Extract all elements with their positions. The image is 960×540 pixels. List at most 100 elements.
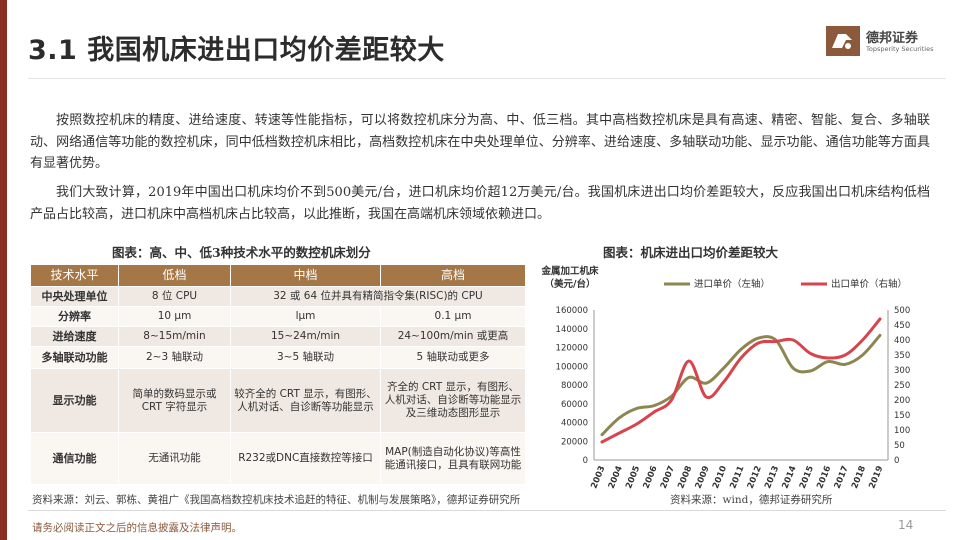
machine-tool-spec-table: 技术水平 低档 中档 高档 中央处理单位 8 位 CPU 32 或 64 位并具… [30, 264, 526, 485]
price-gap-line-chart: 金属加工机床（美元/台） 0 20000 40000 60000 80000 100000 1… [540, 265, 910, 490]
paragraph-1: 按照数控机床的精度、进给速度、转速等性能指标，可以将数控机床分为高、中、低三档。… [30, 113, 930, 171]
chart-source: 资料来源：wind，德邦证券研究所 [670, 494, 833, 506]
data-point [862, 354, 864, 356]
y2-tick-label: 200 [894, 396, 910, 406]
data-point [740, 348, 742, 350]
x-tick-label: 2019 [867, 464, 885, 490]
x-tick-label: 2006 [642, 464, 660, 490]
data-point [653, 411, 655, 413]
y-tick-label: 60000 [561, 400, 588, 410]
logo-name: 德邦证券 [866, 31, 919, 46]
table-header-cell: 中档 [230, 264, 381, 287]
y2-tick-label: 50 [894, 441, 905, 451]
table-cell: 简单的数码显示或 CRT 字符显示 [118, 368, 231, 433]
table-row: 中央处理单位 8 位 CPU 32 或 64 位并具有精简指令集(RISC)的 … [30, 286, 526, 307]
data-point [844, 363, 846, 365]
table-cell: 2~3 轴联动 [118, 346, 231, 369]
data-point [601, 441, 603, 443]
table-source: 资料来源：刘云、郭栋、黄祖广《我国高档数控机床技术追赶的特征、机制与发展策略》，… [32, 494, 521, 506]
data-point [636, 423, 638, 425]
y2-tick-label: 150 [894, 411, 910, 421]
x-tick-label: 2016 [815, 464, 833, 490]
table-header-cell: 低档 [118, 264, 231, 287]
x-tick-label: 2014 [781, 464, 799, 490]
table-cell: 齐全的 CRT 显示，有图形、人机对话、自诊断等功能显示及三维动态图形显示 [380, 368, 526, 433]
y2-tick-label: 100 [894, 426, 910, 436]
x-tick-label: 2010 [711, 464, 729, 490]
table-cell: 无通讯功能 [118, 432, 231, 485]
x-tick-label: 2012 [746, 464, 764, 490]
row-header: 进给速度 [30, 326, 119, 347]
y2-tick-label: 400 [894, 336, 910, 346]
table-caption: 图表：高、中、低3种技术水平的数控机床划分 [112, 245, 371, 260]
y2-tick-label: 300 [894, 366, 910, 376]
table-cell: 0.1 μm [380, 306, 526, 327]
y-tick-label: 0 [583, 456, 588, 466]
row-header: 显示功能 [30, 368, 119, 433]
x-tick-label: 2009 [694, 464, 712, 490]
data-point [810, 353, 811, 354]
y2-tick-label: 350 [894, 351, 910, 361]
y2-tick-label: 450 [894, 321, 910, 331]
table-cell: 10 μm [118, 306, 231, 327]
accent-bar [0, 0, 7, 540]
data-point [688, 377, 690, 378]
y-tick-label: 160000 [556, 306, 588, 316]
data-point [844, 354, 846, 356]
y2-tick-label: 500 [894, 306, 910, 316]
data-point [636, 407, 638, 409]
data-point [671, 399, 672, 401]
table-cell: 5 轴联动或更多 [380, 346, 526, 369]
data-point [810, 370, 811, 372]
data-point [827, 357, 829, 359]
row-header: 多轴联动功能 [30, 346, 119, 369]
table-cell: 32 或 64 位并具有精简指令集(RISC)的 CPU [230, 286, 526, 307]
chart-caption: 图表：机床进出口均价差距较大 [603, 245, 779, 260]
x-tick-label: 2004 [607, 464, 625, 490]
data-point [653, 405, 655, 407]
data-point [757, 337, 759, 339]
table-header-cell: 高档 [380, 264, 526, 287]
data-point [757, 342, 759, 344]
y2-tick-label: 0 [894, 456, 899, 466]
data-point [740, 357, 742, 359]
data-point [723, 381, 725, 383]
y-axis-title: （美元/台） [545, 278, 596, 290]
table-header-cell: 技术水平 [30, 264, 119, 287]
x-tick-label: 2018 [850, 464, 868, 490]
data-point [723, 367, 725, 369]
disclaimer-text: 请务必阅读正文之后的信息披露及法律声明。 [32, 522, 242, 534]
table-row: 多轴联动功能 2~3 轴联动 3~5 轴联动 5 轴联动或更多 [30, 346, 526, 369]
data-point [688, 360, 690, 362]
legend-label: 进口单价（左轴） [694, 278, 770, 290]
row-header: 分辨率 [30, 306, 119, 327]
data-point [601, 434, 603, 436]
table-cell: lμm [230, 306, 381, 327]
data-point [879, 318, 881, 320]
y-tick-label: 120000 [556, 344, 588, 354]
y-tick-label: 80000 [561, 381, 588, 391]
data-point [862, 339, 864, 341]
x-tick-label: 2013 [763, 464, 781, 490]
table-cell: 3~5 轴联动 [230, 346, 381, 369]
table-cell: 8 位 CPU [118, 286, 231, 307]
table-row: 显示功能 简单的数码显示或 CRT 字符显示 较齐全的 CRT 显示，有图形、人… [30, 368, 526, 433]
table-cell: 24~100m/min 或更高 [380, 326, 526, 347]
series-line-export [600, 317, 882, 444]
table-cell: R232或DNC直接数控等接口 [230, 432, 381, 485]
data-point [827, 361, 829, 363]
company-logo: 德邦证券 Topsperity Securities [826, 22, 946, 62]
paragraph-2: 我们大致计算，2019年中国出口机床均价不到500美元/台，进口机床均价超12万… [30, 185, 930, 222]
header-divider [28, 78, 946, 79]
row-header: 中央处理单位 [30, 286, 119, 307]
table-cell: 15~24m/min [230, 326, 381, 347]
table-row: 进给速度 8~15m/min 15~24m/min 24~100m/min 或更… [30, 326, 526, 347]
data-point [705, 396, 707, 398]
y-axis-title: 金属加工机床 [540, 265, 599, 277]
x-tick-label: 2011 [728, 464, 746, 490]
table-cell: MAP(制造自动化协议)等高性能通讯接口，且具有联网功能 [380, 432, 526, 485]
y-tick-label: 20000 [561, 437, 588, 447]
x-tick-label: 2015 [798, 464, 816, 490]
data-point [792, 339, 794, 341]
page-number: 14 [898, 518, 914, 532]
